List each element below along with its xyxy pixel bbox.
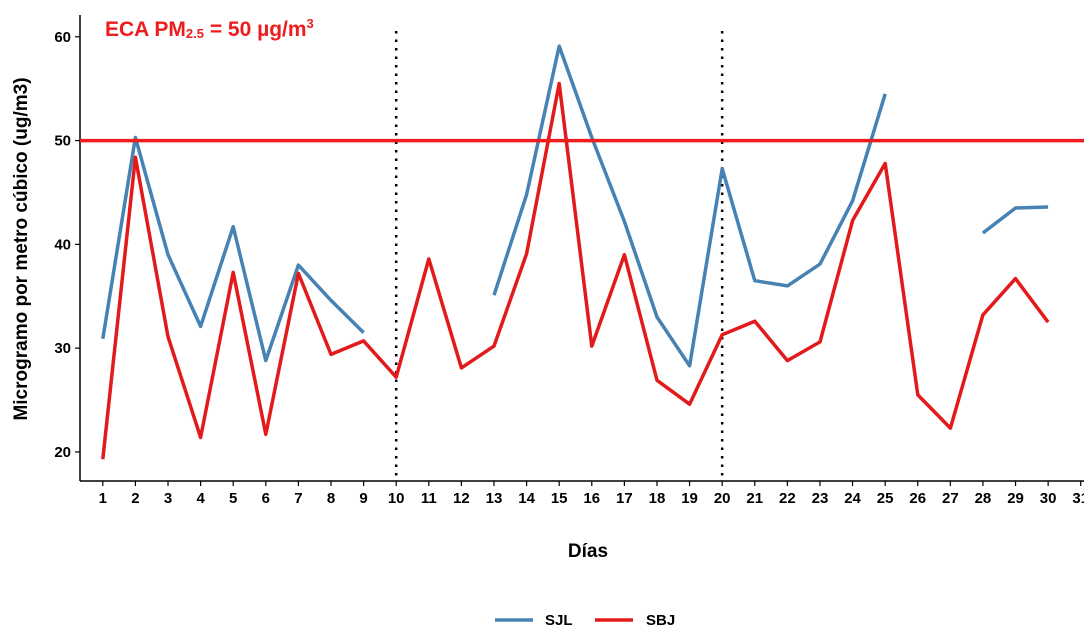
x-tick-label: 16 <box>583 490 600 507</box>
x-tick-label: 1 <box>99 490 107 507</box>
x-axis-title: Días <box>568 541 608 562</box>
annotation-subscript: 2.5 <box>186 26 204 41</box>
x-tick-label: 22 <box>779 490 796 507</box>
x-tick-label: 24 <box>844 490 861 507</box>
x-tick-label: 27 <box>942 490 959 507</box>
x-tick-label: 12 <box>453 490 470 507</box>
legend: SJL SBJ <box>495 612 675 626</box>
x-tick-label: 26 <box>909 490 926 507</box>
x-tick-label: 10 <box>388 490 405 507</box>
x-tick-label: 3 <box>164 490 172 507</box>
x-tick-label: 2 <box>131 490 139 507</box>
annotation-middle: = 50 µg/m <box>204 18 307 41</box>
series-line-sbj <box>101 81 1050 460</box>
x-tick-label: 13 <box>486 490 503 507</box>
x-tick-label: 23 <box>812 490 829 507</box>
reference-annotation: ECA PM2.5 = 50 µg/m3 <box>105 16 314 41</box>
x-tick-label: 31 <box>1072 490 1084 507</box>
x-tick-label: 8 <box>327 490 335 507</box>
x-tick-label: 18 <box>649 490 666 507</box>
series-line-sjl <box>492 44 887 368</box>
legend-label-sjl: SJL <box>545 612 573 626</box>
y-tick-label: 20 <box>54 444 71 461</box>
x-tick-label: 30 <box>1040 490 1057 507</box>
x-tick-label: 4 <box>196 490 205 507</box>
y-axis-title: Microgramo por metro cúbico (ug/m3) <box>11 77 32 420</box>
x-tick-label: 9 <box>359 490 367 507</box>
x-tick-label: 7 <box>294 490 302 507</box>
annotation-superscript: 3 <box>307 16 314 31</box>
annotation-prefix: ECA PM <box>105 18 186 41</box>
x-tick-label: 28 <box>975 490 992 507</box>
x-tick-label: 14 <box>518 490 535 507</box>
x-tick-label: 29 <box>1007 490 1024 507</box>
y-tick-label: 60 <box>54 29 71 46</box>
x-tick-label: 5 <box>229 490 237 507</box>
y-tick-label: 30 <box>54 340 71 357</box>
legend-label-sbj: SBJ <box>646 612 675 626</box>
x-tick-label: 6 <box>262 490 270 507</box>
series-line-sjl <box>981 205 1049 235</box>
series-line-sjl <box>101 135 365 363</box>
y-tick-label: 50 <box>54 133 71 150</box>
x-tick-label: 20 <box>714 490 731 507</box>
x-tick-label: 11 <box>421 490 437 507</box>
x-tick-label: 15 <box>551 490 568 507</box>
x-tick-label: 25 <box>877 490 894 507</box>
x-tick-label: 19 <box>681 490 698 507</box>
y-tick-label: 40 <box>54 236 71 253</box>
x-tick-label: 21 <box>746 490 763 507</box>
x-tick-label: 17 <box>616 490 633 507</box>
